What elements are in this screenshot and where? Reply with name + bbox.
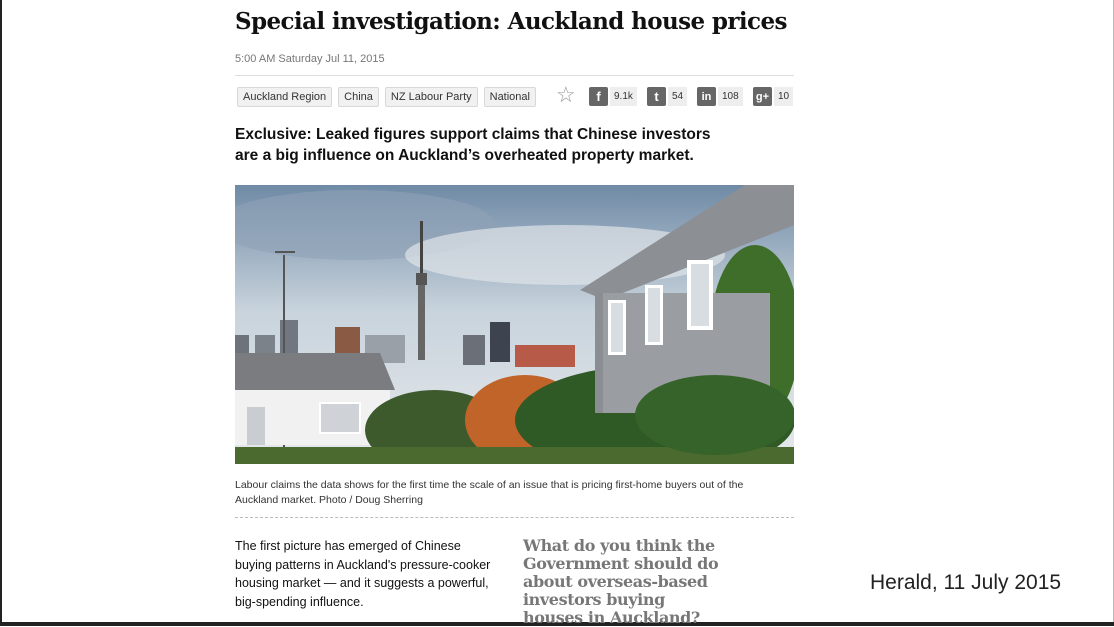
article-headline: Special investigation: Auckland house pr… — [235, 8, 787, 35]
slide-frame-bottom — [0, 622, 1114, 626]
divider — [235, 517, 794, 518]
tag-national[interactable]: National — [483, 87, 536, 107]
share-facebook-button[interactable]: f 9.1k — [589, 87, 637, 106]
divider — [235, 75, 794, 76]
poll-line: What do you think the — [523, 536, 715, 555]
tag-nz-labour-party[interactable]: NZ Labour Party — [384, 87, 478, 107]
article-photo — [235, 185, 794, 464]
poll-question-link[interactable]: What do you think the Government should … — [523, 537, 743, 627]
standfirst-line: Exclusive: Leaked figures support claims… — [235, 126, 711, 143]
share-count: 54 — [668, 87, 688, 106]
body-line: housing market — and it suggests a power… — [235, 576, 489, 590]
article-body: The first picture has emerged of Chinese… — [235, 537, 510, 611]
tag-auckland-region[interactable]: Auckland Region — [237, 87, 333, 107]
slide-frame-left — [0, 0, 2, 626]
slide-source-caption: Herald, 11 July 2015 — [870, 571, 1062, 594]
body-line: buying patterns in Auckland's pressure-c… — [235, 557, 491, 572]
star-icon[interactable]: ☆ — [556, 82, 576, 107]
share-count: 10 — [774, 87, 794, 106]
poll-line: Government should do — [523, 554, 719, 573]
caption-line: Labour claims the data shows for the fir… — [235, 479, 744, 491]
twitter-icon: t — [647, 87, 666, 106]
article-standfirst: Exclusive: Leaked figures support claims… — [235, 124, 735, 166]
poll-line: investors buying — [523, 590, 665, 609]
share-twitter-button[interactable]: t 54 — [647, 87, 688, 106]
share-count: 9.1k — [610, 87, 637, 106]
caption-line: Auckland market. Photo / Doug Sherring — [235, 494, 423, 506]
poll-line: houses in Auckland? — [523, 608, 700, 627]
facebook-icon: f — [589, 87, 608, 106]
article-dateline: 5:00 AM Saturday Jul 11, 2015 — [235, 53, 385, 65]
linkedin-icon: in — [697, 87, 716, 106]
share-googleplus-button[interactable]: g+ 10 — [753, 87, 794, 106]
tag-list: Auckland Region China NZ Labour Party Na… — [237, 87, 536, 107]
tag-china[interactable]: China — [338, 87, 379, 107]
googleplus-icon: g+ — [753, 87, 772, 106]
share-linkedin-button[interactable]: in 108 — [697, 87, 743, 106]
standfirst-line: are a big influence on Auckland’s overhe… — [235, 147, 694, 164]
body-line: The first picture has emerged of Chinese — [235, 539, 461, 553]
body-line: big-spending influence. — [235, 594, 364, 609]
share-count: 108 — [718, 87, 743, 106]
poll-line: about overseas-based — [523, 572, 708, 591]
photo-caption: Labour claims the data shows for the fir… — [235, 478, 794, 508]
